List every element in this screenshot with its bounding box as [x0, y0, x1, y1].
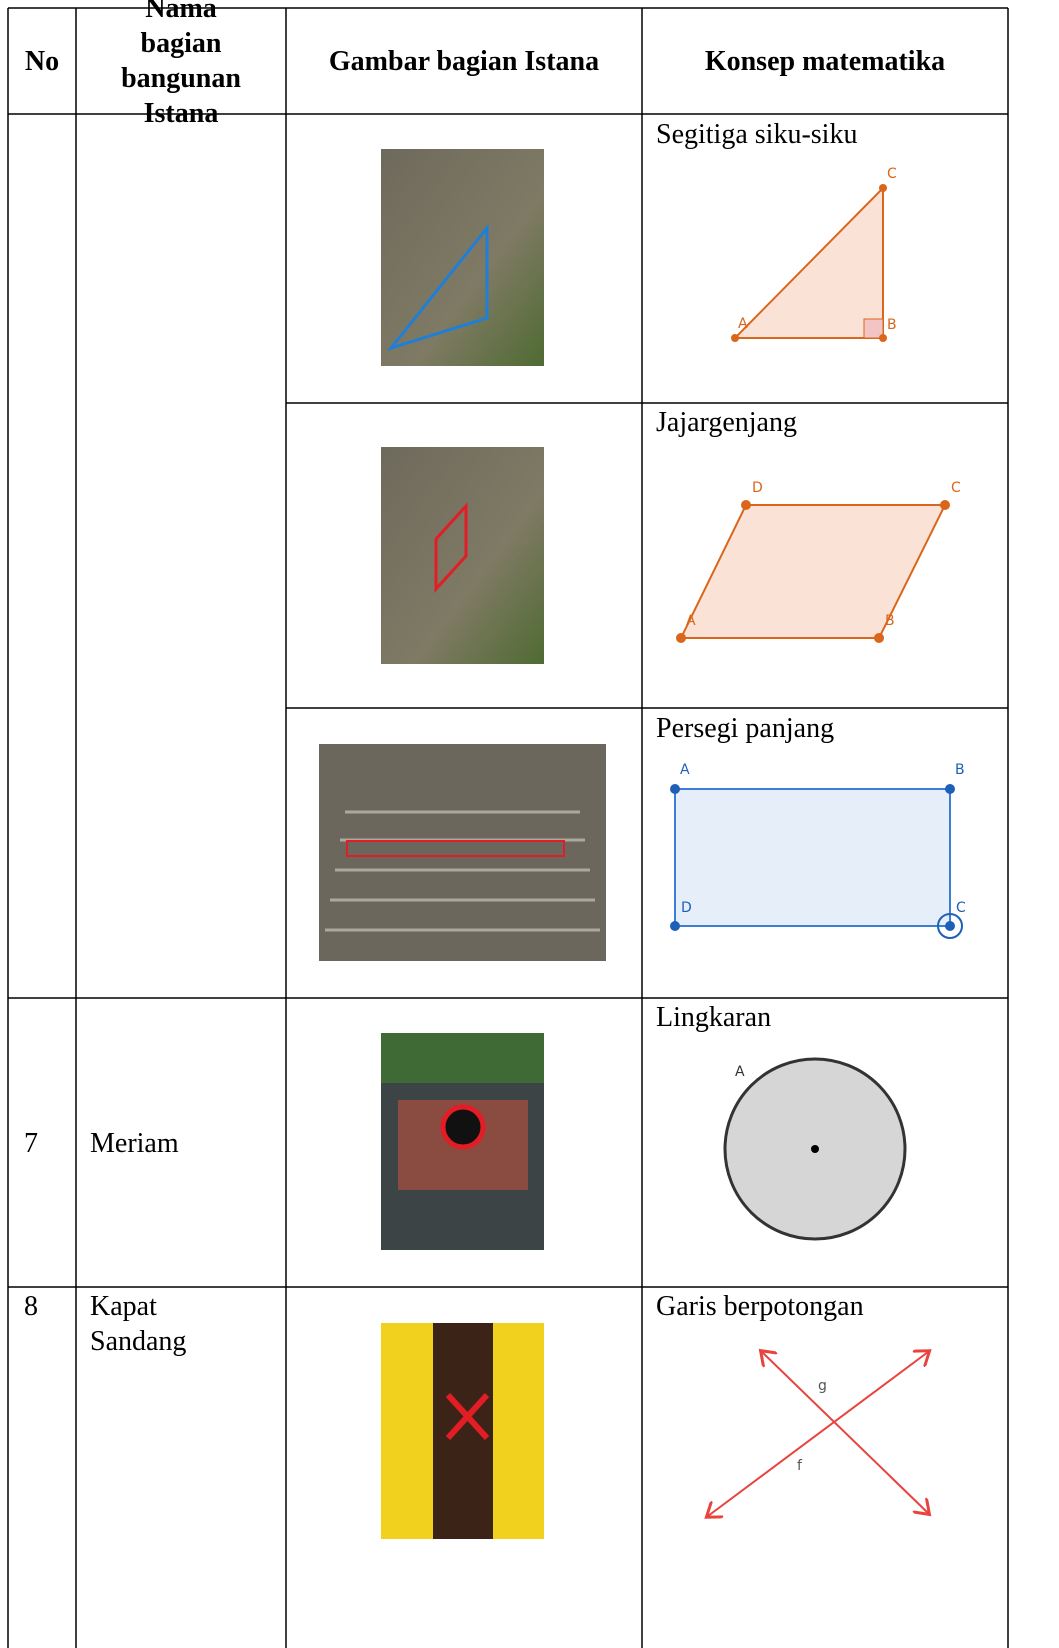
parallelogram-diagram: D C A B — [676, 480, 961, 643]
point-label: B — [887, 317, 897, 333]
header-cell: Konsep matematika — [704, 45, 946, 77]
concept: Persegi panjang — [656, 713, 835, 744]
row-number: 8 — [24, 1291, 38, 1322]
point-label: B — [885, 613, 895, 629]
point-label: D — [752, 480, 763, 496]
header-cell: Nama bagian bangunan Istana — [121, 0, 241, 129]
photo-carving — [381, 1323, 544, 1539]
photo-stairs-3 — [319, 744, 606, 961]
header-cell: No — [24, 45, 60, 77]
concept: Lingkaran — [656, 1002, 772, 1033]
line-label: g — [818, 1378, 827, 1394]
point-label: A — [686, 613, 696, 629]
photo-stairs-1 — [381, 149, 544, 366]
rectangle-diagram: A B D C — [670, 762, 966, 939]
concept: Segitiga siku-siku — [656, 119, 858, 150]
point-label: A — [735, 1064, 745, 1080]
part-name: Kapat Sandang — [90, 1291, 187, 1357]
intersecting-lines-diagram: g f — [708, 1352, 928, 1516]
header-cell: Gambar bagian Istana — [328, 45, 600, 77]
grid — [7, 7, 1009, 1648]
point-label: C — [887, 166, 897, 182]
photo-stairs-2 — [381, 447, 544, 664]
point-label: B — [955, 762, 965, 778]
triangle-diagram: C A B — [731, 166, 897, 342]
part-name: Meriam — [90, 1128, 179, 1159]
row-number: 7 — [24, 1128, 38, 1159]
line-label: f — [797, 1458, 803, 1474]
point-label: C — [956, 900, 966, 916]
point-label: D — [681, 900, 692, 916]
point-label: A — [680, 762, 690, 778]
point-label: C — [951, 480, 961, 496]
concept: Garis berpotongan — [656, 1291, 864, 1322]
point-label: A — [738, 316, 748, 332]
concept: Jajargenjang — [656, 407, 797, 438]
circle-diagram: A — [723, 1057, 907, 1241]
photo-cannon — [381, 1033, 544, 1250]
